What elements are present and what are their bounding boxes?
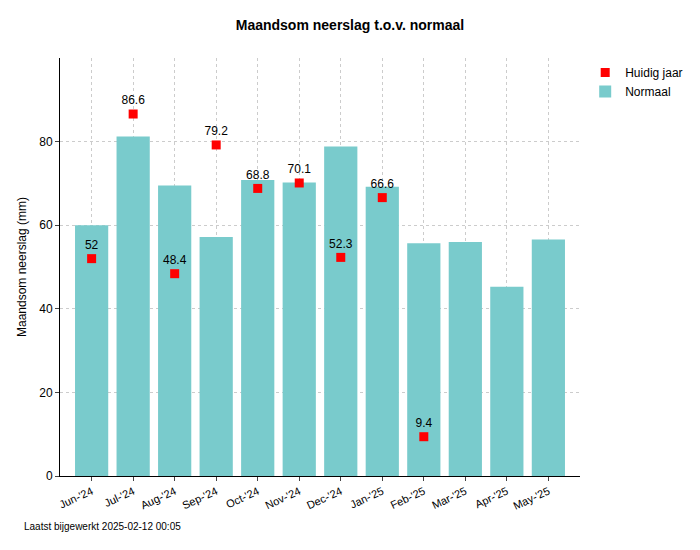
svg-text:66.6: 66.6 — [371, 177, 395, 191]
svg-text:9.4: 9.4 — [415, 416, 432, 430]
svg-text:Dec-'24: Dec-'24 — [305, 485, 344, 512]
svg-text:86.6: 86.6 — [121, 93, 145, 107]
svg-text:Normaal: Normaal — [625, 85, 670, 99]
svg-text:Nov-'24: Nov-'24 — [263, 485, 302, 512]
svg-text:70.1: 70.1 — [288, 162, 312, 176]
svg-text:Oct-'24: Oct-'24 — [224, 485, 261, 511]
svg-text:60: 60 — [39, 218, 53, 232]
svg-text:Jul-'24: Jul-'24 — [102, 485, 136, 509]
svg-text:0: 0 — [46, 469, 53, 483]
svg-text:48.4: 48.4 — [163, 253, 187, 267]
svg-text:20: 20 — [39, 386, 53, 400]
svg-text:Jan-'25: Jan-'25 — [348, 485, 385, 511]
svg-text:Aug-'24: Aug-'24 — [139, 485, 178, 512]
svg-text:Jun-'24: Jun-'24 — [57, 485, 94, 511]
svg-text:80: 80 — [39, 135, 53, 149]
svg-text:Maandsom neerslag (mm): Maandsom neerslag (mm) — [15, 197, 29, 337]
svg-text:79.2: 79.2 — [205, 124, 229, 138]
svg-text:May-'25: May-'25 — [511, 485, 551, 512]
svg-text:52.3: 52.3 — [329, 237, 353, 251]
svg-text:Feb-'25: Feb-'25 — [388, 485, 427, 511]
svg-text:Laatst bijgewerkt 2025-02-12 0: Laatst bijgewerkt 2025-02-12 00:05 — [24, 521, 181, 532]
svg-text:40: 40 — [39, 302, 53, 316]
svg-text:Apr-'25: Apr-'25 — [473, 485, 510, 511]
svg-text:Sep-'24: Sep-'24 — [180, 485, 219, 512]
svg-text:Mar-'25: Mar-'25 — [430, 485, 469, 511]
svg-text:52: 52 — [85, 238, 99, 252]
svg-text:Huidig jaar: Huidig jaar — [625, 66, 682, 80]
svg-text:Maandsom neerslag t.o.v. norma: Maandsom neerslag t.o.v. normaal — [236, 17, 464, 33]
svg-text:68.8: 68.8 — [246, 168, 270, 182]
